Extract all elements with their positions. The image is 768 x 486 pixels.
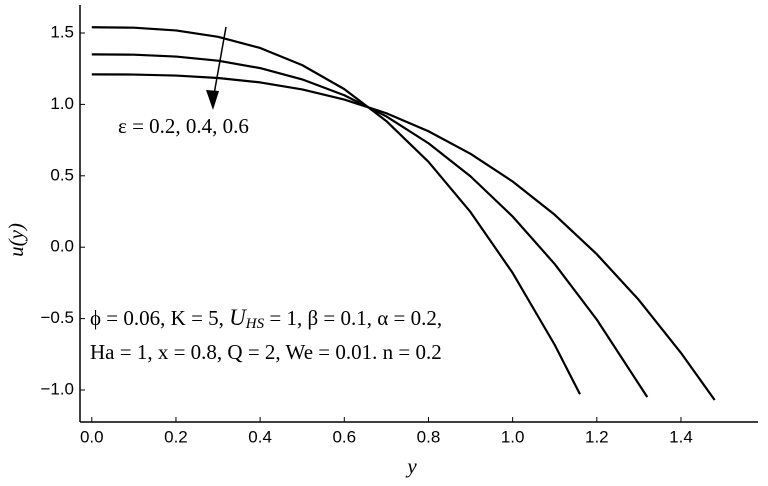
y-tick-label: 0.5 <box>50 165 74 184</box>
x-tick-label: 1.2 <box>585 427 609 446</box>
x-axis-label: y <box>405 454 417 478</box>
y-tick-label: −0.5 <box>40 308 74 327</box>
y-tick-label: 1.0 <box>50 94 74 113</box>
curve <box>91 73 716 401</box>
arrow-head <box>206 90 219 110</box>
annotation-part: ϕ = 0.06, K = 5, <box>90 306 229 330</box>
x-tick-label: 1.4 <box>669 427 693 446</box>
y-tick-label: 0.0 <box>50 237 74 256</box>
x-tick-label: 1.0 <box>501 427 525 446</box>
x-tick-label: 0.8 <box>417 427 441 446</box>
annotation: Ha = 1, x = 0.8, Q = 2, We = 0.01. n = 0… <box>90 340 442 364</box>
x-tick-label: 0.0 <box>80 427 104 446</box>
annotation-part: U <box>229 305 247 330</box>
annotation: ϕ = 0.06, K = 5, UHS = 1, β = 0.1, α = 0… <box>90 305 442 332</box>
annotation-part: = 1, β = 0.1, α = 0.2, <box>264 306 442 330</box>
annotation: ε = 0.2, 0.4, 0.6 <box>118 114 249 138</box>
annotation-part: HS <box>245 316 265 332</box>
x-tick-label: 0.4 <box>248 427 272 446</box>
curve <box>91 26 581 395</box>
x-tick-label: 0.6 <box>332 427 356 446</box>
y-axis-label: u(y) <box>4 223 28 257</box>
y-tick-label: 1.5 <box>50 22 74 41</box>
y-tick-label: −1.0 <box>40 379 74 398</box>
x-tick-label: 0.2 <box>164 427 188 446</box>
